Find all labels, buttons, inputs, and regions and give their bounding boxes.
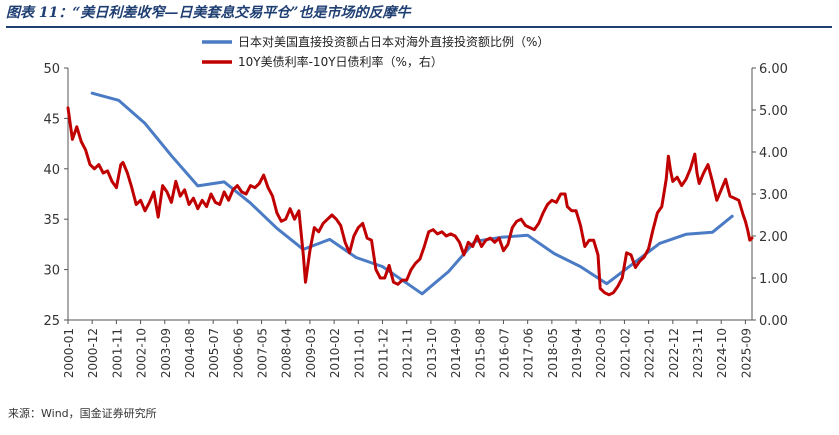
x-tick-label: 2002-10	[135, 328, 149, 378]
x-tick-label: 2015-08	[473, 328, 487, 378]
left-tick-label: 40	[43, 163, 60, 178]
x-tick-label: 2013-10	[425, 328, 439, 378]
x-tick-label: 2019-04	[570, 328, 584, 378]
legend-entry-yield-spread: 10Y美债利率-10Y日债利率（%，右）	[238, 54, 443, 69]
x-tick-label: 2014-09	[449, 328, 463, 378]
x-tick-label: 2021-02	[618, 328, 632, 378]
x-tick-label: 2017-06	[522, 328, 536, 378]
x-tick-label: 2010-02	[328, 328, 342, 378]
x-tick-label: 2006-06	[231, 328, 245, 378]
left-tick-label: 35	[43, 213, 60, 228]
x-tick-label: 2012-11	[401, 328, 415, 378]
x-tick-label: 2000-01	[62, 328, 76, 378]
x-tick-label: 2005-07	[207, 328, 221, 378]
x-tick-label: 2025-09	[739, 328, 753, 378]
x-tick-label: 2018-05	[546, 328, 560, 378]
x-tick-label: 2008-04	[280, 328, 294, 378]
x-tick-label: 2011-01	[352, 328, 366, 378]
x-tick-label: 2000-12	[86, 328, 100, 378]
x-tick-label: 2024-10	[715, 328, 729, 378]
left-tick-label: 30	[43, 264, 60, 279]
right-tick-label: 0.00	[759, 314, 788, 329]
x-tick-label: 2022-01	[643, 328, 657, 378]
x-tick-label: 2004-08	[183, 328, 197, 378]
right-tick-label: 2.00	[759, 230, 788, 245]
left-tick-label: 45	[43, 112, 60, 127]
x-tick-label: 2011-12	[377, 328, 391, 378]
x-tick-label: 2001-11	[110, 328, 124, 378]
legend-entry-us-share: 日本对美国直接投资额占日本对海外直接投资额比例（%）	[238, 34, 549, 49]
x-tick-label: 2007-05	[256, 328, 270, 378]
left-tick-label: 50	[43, 62, 60, 77]
x-tick-label: 2009-03	[304, 328, 318, 378]
right-tick-label: 5.00	[759, 104, 788, 119]
x-tick-label: 2023-11	[691, 328, 705, 378]
figure-title: 图表 11：“美日利差收窄—日美套息交易平仓”也是市场的反摩牛	[6, 2, 832, 28]
right-tick-label: 4.00	[759, 146, 788, 161]
right-tick-label: 3.00	[759, 188, 788, 203]
source-note: 来源：Wind，国金证券研究所	[8, 407, 157, 420]
x-tick-label: 2003-09	[159, 328, 173, 378]
x-tick-label: 2022-12	[667, 328, 681, 378]
right-tick-label: 1.00	[759, 272, 788, 287]
x-tick-label: 2020-03	[594, 328, 608, 378]
series-line-yield-spread	[66, 106, 754, 297]
x-tick-label: 2016-07	[497, 328, 511, 378]
left-tick-label: 25	[43, 314, 60, 329]
series-line-us-share	[90, 91, 734, 296]
right-tick-label: 6.00	[759, 62, 788, 77]
